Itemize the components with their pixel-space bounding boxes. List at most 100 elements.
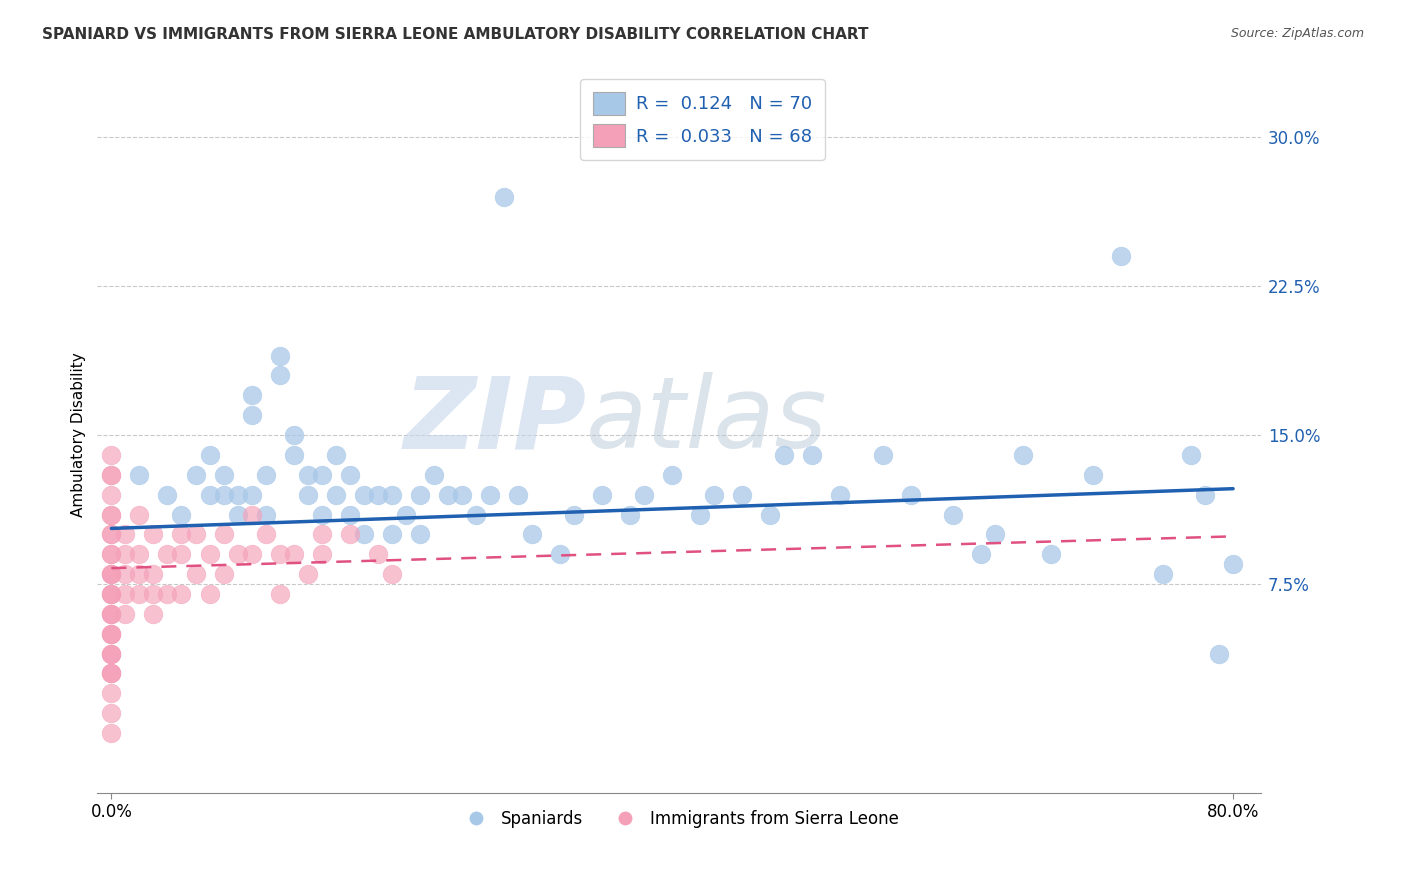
Point [353,527,375,541]
Point [325,448,347,462]
Point [100,587,122,601]
Point [100,607,122,621]
Point [100,666,122,681]
Point [226,547,249,561]
Point [100,467,122,482]
Point [198,448,221,462]
Point [128,567,150,582]
Point [759,508,782,522]
Point [297,467,319,482]
Point [100,587,122,601]
Point [198,488,221,502]
Text: Source: ZipAtlas.com: Source: ZipAtlas.com [1230,27,1364,40]
Point [381,488,404,502]
Point [184,467,207,482]
Point [100,666,122,681]
Point [240,488,263,502]
Point [409,488,432,502]
Point [142,587,165,601]
Point [297,567,319,582]
Point [128,547,150,561]
Point [156,587,179,601]
Point [100,508,122,522]
Point [100,547,122,561]
Point [100,647,122,661]
Point [830,488,852,502]
Point [240,408,263,422]
Point [212,488,235,502]
Point [100,467,122,482]
Point [170,587,193,601]
Point [339,527,361,541]
Point [1039,547,1062,561]
Point [437,488,460,502]
Point [100,567,122,582]
Point [142,567,165,582]
Point [226,508,249,522]
Point [269,547,291,561]
Point [100,567,122,582]
Legend: Spaniards, Immigrants from Sierra Leone: Spaniards, Immigrants from Sierra Leone [453,803,905,834]
Point [170,547,193,561]
Point [367,488,389,502]
Point [367,547,389,561]
Point [114,587,136,601]
Point [100,647,122,661]
Point [1194,488,1216,502]
Point [269,587,291,601]
Point [562,508,585,522]
Point [339,467,361,482]
Point [520,527,543,541]
Point [184,567,207,582]
Point [661,467,683,482]
Point [1152,567,1174,582]
Text: SPANIARD VS IMMIGRANTS FROM SIERRA LEONE AMBULATORY DISABILITY CORRELATION CHART: SPANIARD VS IMMIGRANTS FROM SIERRA LEONE… [42,27,869,42]
Point [100,567,122,582]
Point [226,488,249,502]
Point [731,488,754,502]
Point [100,686,122,700]
Point [142,527,165,541]
Point [198,587,221,601]
Point [142,607,165,621]
Point [212,527,235,541]
Point [254,467,277,482]
Point [1222,557,1244,571]
Point [269,368,291,383]
Point [311,547,333,561]
Point [240,547,263,561]
Point [100,448,122,462]
Point [100,527,122,541]
Point [269,349,291,363]
Point [170,527,193,541]
Text: ZIP: ZIP [404,372,586,469]
Point [100,726,122,740]
Point [703,488,725,502]
Point [100,488,122,502]
Point [100,647,122,661]
Point [311,508,333,522]
Point [170,508,193,522]
Point [283,547,305,561]
Point [100,706,122,721]
Point [198,547,221,561]
Point [283,428,305,442]
Point [325,488,347,502]
Point [100,527,122,541]
Point [212,567,235,582]
Point [395,508,418,522]
Point [983,527,1005,541]
Point [633,488,655,502]
Point [114,547,136,561]
Point [872,448,894,462]
Point [409,527,432,541]
Point [100,547,122,561]
Point [100,607,122,621]
Point [548,547,571,561]
Point [492,189,515,203]
Point [128,508,150,522]
Point [297,488,319,502]
Point [283,448,305,462]
Point [100,587,122,601]
Point [451,488,474,502]
